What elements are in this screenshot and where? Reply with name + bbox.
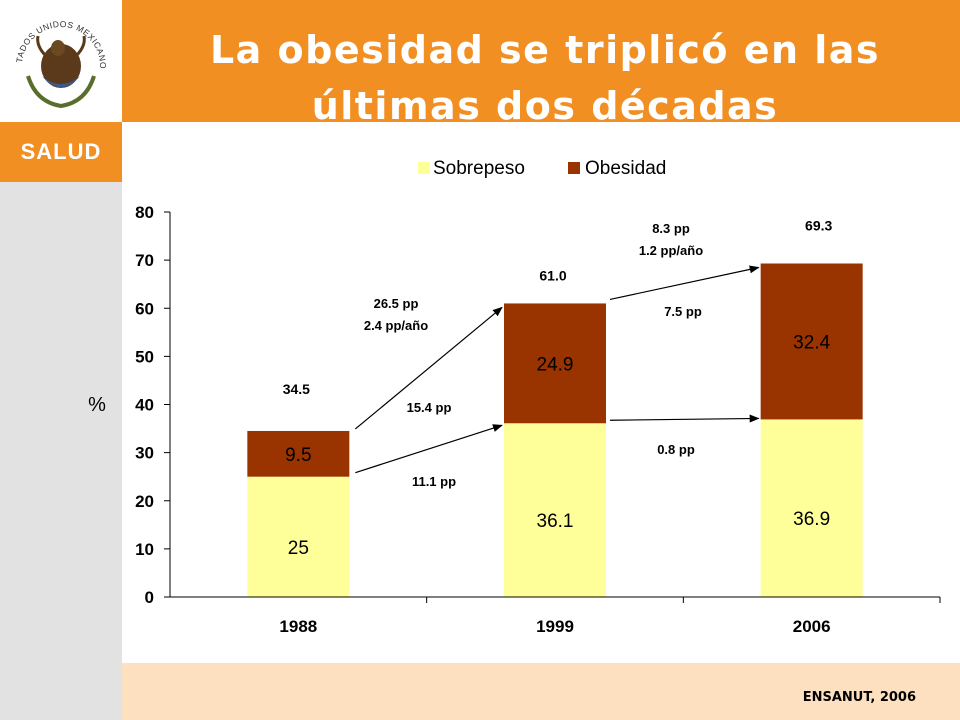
- x-tick-label-1988: 1988: [279, 617, 317, 636]
- bar-sobrepeso-2006: [760, 419, 863, 597]
- y-axis-label: %: [88, 394, 106, 416]
- bar-obesidad-1988: [247, 430, 350, 477]
- total-label-2006: 69.3: [805, 217, 832, 233]
- y-tick-label-40: 40: [135, 396, 154, 415]
- total-label-1988: 34.5: [283, 381, 310, 397]
- x-tick-label-2006: 2006: [793, 617, 831, 636]
- x-tick-label-1999: 1999: [536, 617, 574, 636]
- annotation-1-line-0: 15.4 pp: [407, 400, 452, 415]
- legend-swatch-sobrepeso: [418, 162, 430, 174]
- section-label: SALUD: [20, 139, 102, 164]
- y-tick-label-80: 80: [135, 203, 154, 222]
- footer-bar: [122, 663, 960, 720]
- y-tick-label-0: 0: [145, 588, 154, 607]
- data-label-sobrepeso-1988: 25: [288, 538, 309, 559]
- legend-swatch-obesidad: [568, 162, 580, 174]
- y-tick-label-60: 60: [135, 299, 154, 318]
- annotation-5-line-0: 0.8 pp: [657, 442, 695, 457]
- data-label-sobrepeso-1999: 36.1: [537, 511, 574, 532]
- data-label-sobrepeso-2006: 36.9: [793, 509, 830, 530]
- data-label-obesidad-1988: 9.5: [285, 445, 311, 466]
- data-label-obesidad-2006: 32.4: [793, 332, 830, 353]
- annotation-0-line-0: 26.5 pp: [374, 296, 419, 311]
- page-title: La obesidad se triplicó en las últimas d…: [209, 28, 881, 128]
- total-label-1999: 61.0: [539, 267, 566, 283]
- section-band: [0, 122, 122, 182]
- annotation-4-line-0: 7.5 pp: [664, 304, 702, 319]
- y-tick-label-50: 50: [135, 347, 154, 366]
- y-tick-label-30: 30: [135, 444, 154, 463]
- y-tick-label-70: 70: [135, 251, 154, 270]
- legend-label-sobrepeso: Sobrepeso: [433, 158, 525, 179]
- arrow-sobrepeso-1999-2006: [609, 414, 760, 423]
- header-bar: [122, 0, 960, 122]
- arrow-sobrepeso-1988-1999: [355, 424, 503, 474]
- arrow-total-1988-1999: [354, 306, 503, 430]
- arrow-total-1999-2006: [609, 265, 760, 301]
- legend-label-obesidad: Obesidad: [585, 158, 666, 179]
- y-tick-label-10: 10: [135, 540, 154, 559]
- bar-obesidad-2006: [760, 263, 863, 420]
- source-citation: ENSANUT, 2006: [802, 690, 916, 705]
- bar-obesidad-1999: [504, 303, 606, 424]
- bar-sobrepeso-1988: [247, 476, 350, 597]
- y-tick-label-20: 20: [135, 492, 154, 511]
- bar-sobrepeso-1999: [504, 423, 606, 597]
- annotation-3-line-1: 1.2 pp/año: [639, 243, 703, 258]
- annotation-3-line-0: 8.3 pp: [652, 221, 690, 236]
- data-label-obesidad-1999: 24.9: [537, 354, 574, 375]
- annotation-0-line-1: 2.4 pp/año: [364, 318, 428, 333]
- annotation-2-line-0: 11.1 pp: [412, 474, 456, 489]
